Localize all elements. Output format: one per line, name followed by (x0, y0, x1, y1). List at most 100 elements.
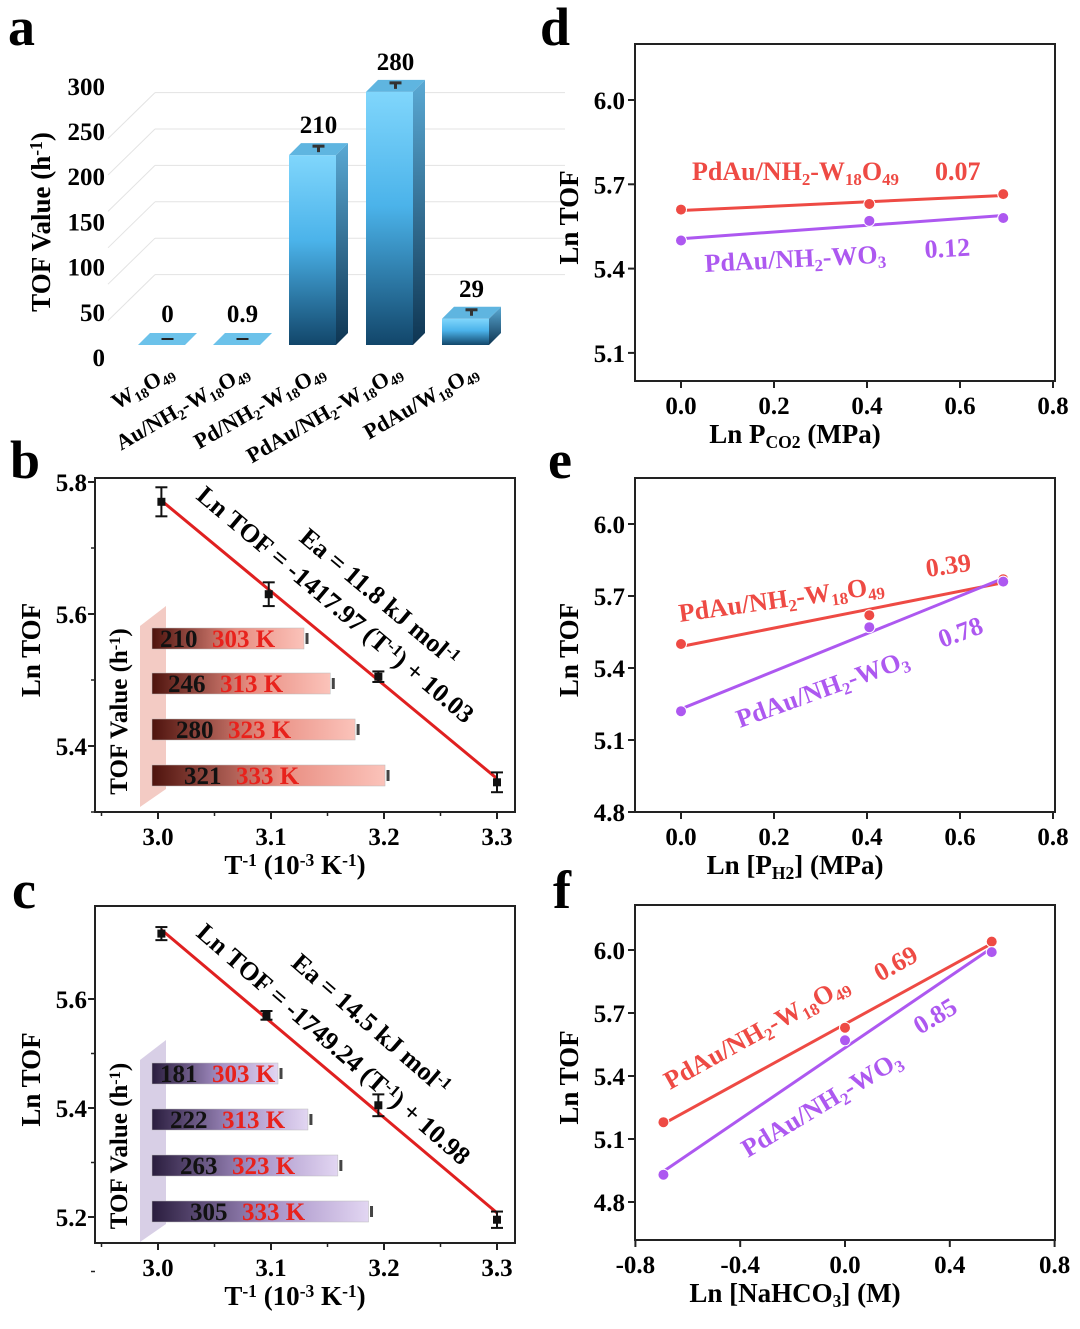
panel-label: c (12, 860, 36, 920)
bar: 0.9 (213, 301, 272, 345)
x-tick-label: 3.0 (142, 1255, 173, 1282)
x-tick-label: 0.8 (1037, 824, 1068, 851)
y-tick-label: 5.4 (594, 656, 626, 683)
y-tick-label: 150 (68, 209, 106, 236)
inset-bar-fill (151, 627, 305, 650)
inset-bar-fill (151, 1200, 369, 1223)
inset-bar: 321 333 K (151, 763, 390, 790)
plot-frame (94, 905, 516, 1244)
y-axis-label: Ln TOF (554, 603, 584, 697)
gridline-diagonal (107, 128, 156, 176)
inset-bar: 305 333 K (151, 1199, 374, 1226)
point-marker (985, 935, 998, 948)
bar-side (489, 306, 501, 345)
series-purple: PdAu/NH2-WO3 0.12 (675, 212, 1010, 278)
data-point (260, 1009, 273, 1021)
data-point (491, 771, 503, 794)
data-point (372, 670, 385, 683)
bar-value-label: 280 (377, 49, 415, 76)
point-marker (262, 1011, 271, 1020)
data-point (155, 926, 168, 942)
point-marker (675, 203, 687, 216)
inset-y-axis-label: TOF Value (h-1) (106, 628, 133, 794)
bar-value-label: 210 (300, 112, 338, 139)
inset-value-label: 263 (180, 1153, 218, 1180)
bar: 29 (442, 276, 501, 345)
y-tick-label: 5.4 (56, 734, 88, 761)
x-tick-label: 0.0 (665, 393, 696, 420)
y-tick-label: 50 (80, 300, 105, 327)
panel-label: d (540, 0, 570, 57)
x-axis-label: T-1 (10-3 K-1) (224, 1281, 365, 1311)
inset-bar: 210 303 K (151, 626, 309, 653)
x-tick-label: 0.8 (1039, 1252, 1070, 1279)
x-axis-label: Ln [NaHCO3] (M) (689, 1278, 900, 1311)
point-marker (863, 621, 876, 634)
gridline-diagonal (107, 92, 156, 139)
fit-line (662, 942, 993, 1126)
x-tick-label: 0.0 (665, 824, 696, 851)
inset-temperature-label: 323 K (228, 717, 292, 744)
point-marker (493, 778, 501, 787)
y-tick-label: 5.7 (594, 584, 625, 611)
panel-label: b (10, 430, 40, 490)
x-tick-label: 3.3 (481, 824, 512, 851)
x-axis-label: T-1 (10-3 K-1) (224, 850, 365, 880)
point-marker (675, 234, 687, 247)
point-marker (863, 197, 876, 210)
point-marker (839, 1021, 851, 1034)
y-tick-label: 200 (68, 164, 106, 191)
bar-value-label: 0 (161, 301, 174, 328)
y-tick-label: 5.6 (56, 987, 87, 1014)
y-tick-label: 5.1 (594, 1127, 625, 1154)
inset-backdrop (140, 1040, 166, 1242)
x-tick-label: 3.2 (368, 824, 399, 851)
panel-b-arrhenius-plot: 3.0 3.1 3.2 3.3 5.4 5.6 5.8 T-1 (10-3 K-1) Ln TO… (16, 470, 516, 880)
y-tick-label: 300 (68, 74, 106, 101)
gridline-diagonal (107, 274, 156, 321)
fit-line (680, 193, 1004, 213)
point-marker (374, 1101, 383, 1110)
x-tick-label: 3.2 (368, 1255, 399, 1282)
x-tick-label: 0.8 (1037, 393, 1068, 420)
inset-temperature-label: 313 K (220, 671, 284, 698)
inset-value-label: 181 (160, 1061, 198, 1088)
point-marker (839, 1034, 851, 1047)
bar-side (336, 143, 348, 345)
point-marker (985, 946, 998, 959)
data-point (155, 486, 168, 518)
inset-bar-fill (151, 672, 331, 695)
y-tick-label: 4.8 (594, 1190, 625, 1217)
inset-bar-fill (151, 1062, 279, 1085)
panel-label: e (548, 430, 572, 490)
inset-value-label: 246 (168, 671, 206, 698)
fit-line (680, 581, 1004, 648)
inset-value-label: 321 (184, 763, 222, 790)
x-tick-label: 0.6 (944, 393, 975, 420)
y-tick-label: 5.4 (56, 1096, 88, 1123)
y-tick-label: 5.1 (594, 341, 625, 368)
bar-front (366, 91, 413, 345)
slope-label: 0.07 (935, 157, 981, 186)
inset-value-label: 210 (160, 626, 198, 653)
x-category-label: W18O49 (107, 359, 180, 417)
bar-front (289, 155, 336, 345)
x-tick-label: 0.4 (934, 1252, 966, 1279)
panel-c-arrhenius-plot: 3.0 3.1 3.2 3.3 5.2 5.4 5.6 T-1 (10-3 K-1) Ln TO… (16, 905, 516, 1311)
series-label: PdAu/NH2-W18O49 (692, 157, 899, 189)
point-marker (657, 1116, 670, 1129)
x-tick-label: 0.4 (851, 824, 883, 851)
fit-line (680, 214, 1004, 241)
y-axis-label: Ln TOF (16, 603, 46, 697)
bar-front (442, 318, 489, 345)
plot-frame (634, 477, 1056, 813)
inset-value-label: 280 (176, 717, 214, 744)
point-marker (997, 212, 1010, 225)
inset-bar-fill (151, 764, 386, 787)
slope-label: 0.78 (934, 611, 987, 654)
x-tick-label: 0.0 (829, 1252, 860, 1279)
